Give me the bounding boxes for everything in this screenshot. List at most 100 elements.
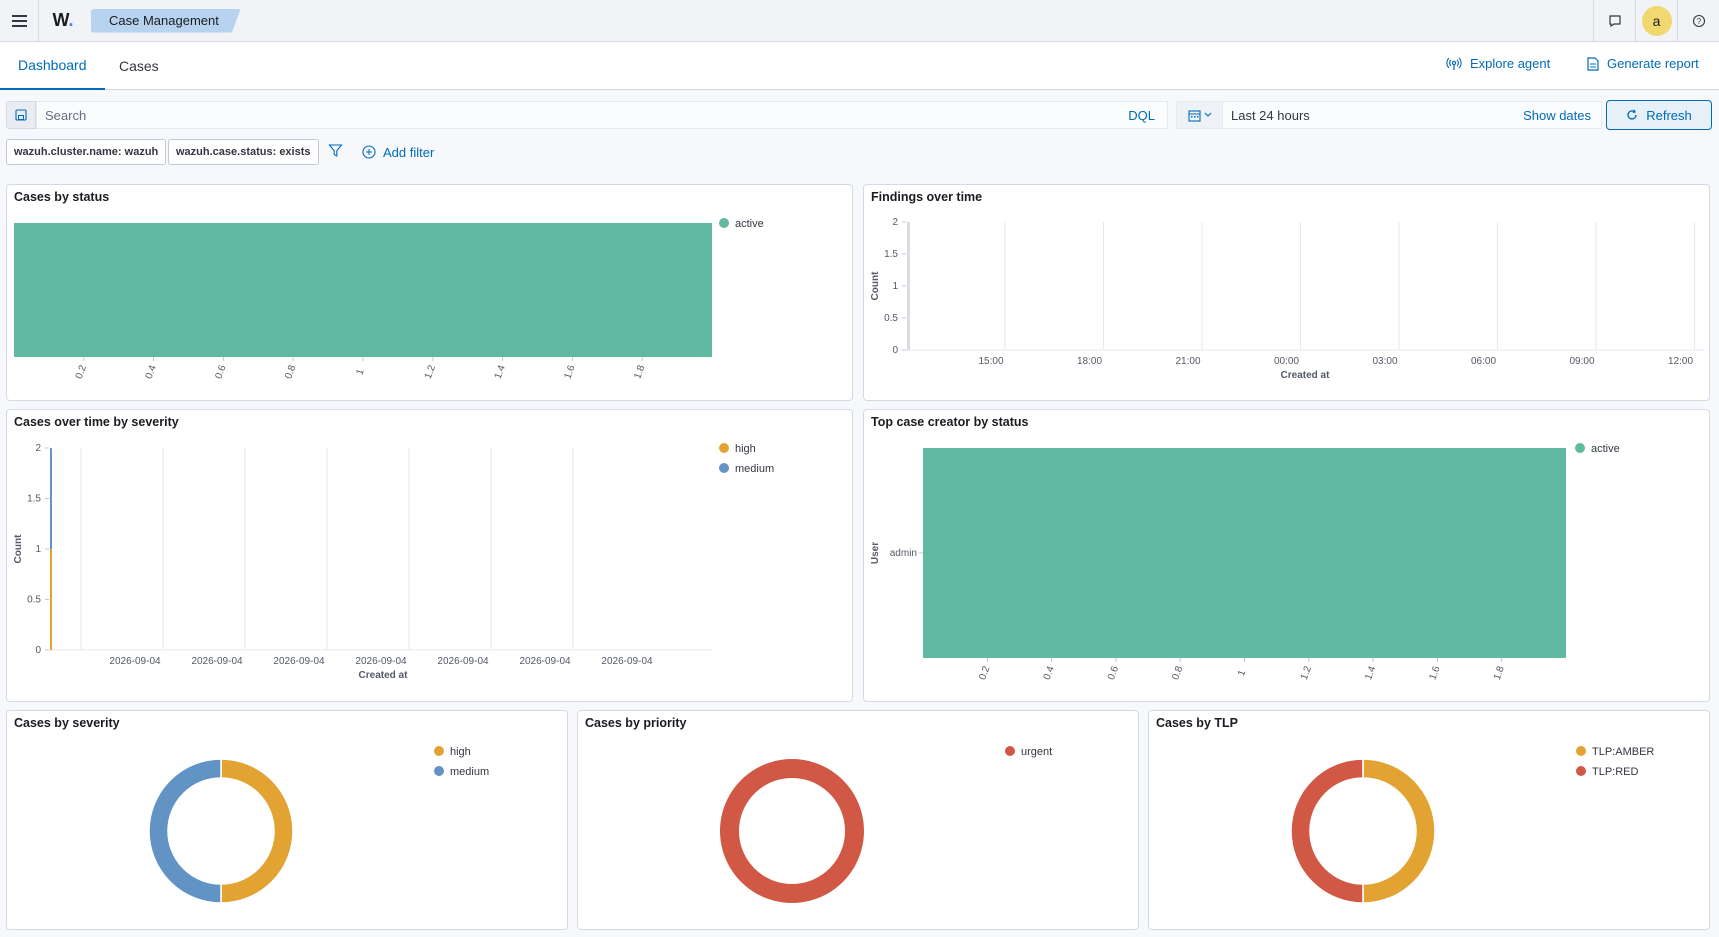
legend-swatch — [719, 443, 729, 453]
tick-label: 0.6 — [214, 363, 229, 380]
tick-label: 0.2 — [977, 664, 992, 681]
generate-report-button[interactable]: Generate report — [1587, 56, 1699, 71]
tick-label: 2026-09-04 — [109, 656, 161, 667]
user-menu[interactable]: a — [1635, 0, 1677, 42]
tick-label: 1.2 — [423, 363, 438, 380]
tick-label: 1.5 — [884, 249, 898, 260]
tick-label: 2 — [892, 217, 898, 228]
query-language-button[interactable]: DQL — [1128, 107, 1155, 123]
panel-title: Cases by priority — [585, 716, 687, 730]
tick-label: 0.4 — [1042, 664, 1057, 681]
tick-label: 2026-09-04 — [601, 656, 653, 667]
legend-label: active — [735, 218, 764, 230]
chat-icon[interactable] — [1593, 0, 1635, 42]
tick-label: 21:00 — [1175, 356, 1200, 367]
panel-cases-by-status: 0.2 0.4 0.6 0.8 1 1.2 1.4 1.6 1.8 active Cases by… — [6, 184, 853, 401]
legend-swatch — [1575, 443, 1585, 453]
bar — [907, 222, 910, 350]
panel-title: Cases over time by severity — [14, 415, 179, 429]
tick-label: 1.4 — [493, 363, 508, 380]
legend-swatch — [1576, 746, 1586, 756]
filter-pill[interactable]: wazuh.case.status: exists — [168, 139, 319, 165]
tick-label: 1.6 — [563, 363, 578, 380]
tick-label: 1 — [35, 544, 41, 555]
tick-label: 00:00 — [1274, 356, 1299, 367]
tab-cases[interactable]: Cases — [119, 58, 159, 74]
tick-label: 2026-09-04 — [273, 656, 325, 667]
avatar: a — [1641, 6, 1672, 36]
pie-slice — [220, 758, 294, 904]
add-filter-label: Add filter — [383, 144, 435, 160]
bar — [50, 448, 52, 549]
chevron-down-icon — [1204, 112, 1211, 117]
filter-pill[interactable]: wazuh.cluster.name: wazuh — [6, 139, 167, 165]
tick-label: 1 — [892, 281, 898, 292]
query-bar: Search DQL Last 24 hours Show dates Refr… — [0, 98, 1719, 132]
legend-swatch — [434, 766, 444, 776]
legend-swatch — [1576, 766, 1586, 776]
logo-text: W — [52, 10, 69, 30]
tick-label: 0.5 — [884, 313, 898, 324]
panel-title: Top case creator by status — [871, 415, 1029, 429]
panel-title: Cases by status — [14, 190, 110, 204]
add-filter-button[interactable]: Add filter — [362, 139, 434, 165]
help-icon[interactable]: ? — [1677, 0, 1719, 42]
tick-label: 2 — [35, 443, 41, 454]
save-query-icon[interactable] — [6, 101, 36, 129]
tick-label: 06:00 — [1471, 356, 1496, 367]
filter-icon[interactable] — [328, 143, 343, 163]
tick-label: 0.2 — [74, 363, 89, 380]
tick-label: 1.5 — [27, 494, 41, 505]
tick-label: 0.8 — [1170, 664, 1185, 681]
cases-by-status-chart: 0.2 0.4 0.6 0.8 1 1.2 1.4 1.6 1.8 active — [14, 218, 764, 381]
legend-label: medium — [735, 463, 774, 475]
refresh-button[interactable]: Refresh — [1606, 100, 1712, 130]
findings-over-time-chart: 0 0.5 1 1.5 2 15:00 18:00 21:00 00:00 03:00 06:00 0… — [870, 217, 1704, 381]
tick-label: 1 — [1236, 668, 1248, 677]
plus-circle-icon — [362, 145, 376, 159]
explore-agent-button[interactable]: Explore agent — [1446, 56, 1550, 71]
breadcrumb[interactable]: Case Management — [91, 8, 241, 33]
axis-title: User — [870, 542, 881, 564]
panel-title: Cases by severity — [14, 716, 120, 730]
legend-swatch — [1005, 746, 1015, 756]
menu-icon[interactable] — [0, 2, 38, 40]
tick-label: 0.6 — [1106, 664, 1121, 681]
tab-dashboard[interactable]: Dashboard — [0, 42, 105, 90]
tick-label: 1 — [355, 367, 367, 376]
pie-slice — [1290, 758, 1364, 904]
panel-title: Cases by TLP — [1156, 716, 1238, 730]
tick-label: 0 — [892, 345, 898, 356]
date-picker[interactable]: Last 24 hours Show dates — [1176, 101, 1602, 129]
axis-title: Created at — [359, 670, 409, 681]
legend-label: urgent — [1021, 746, 1052, 758]
panel-cases-by-priority: urgent Cases by priority — [577, 710, 1139, 930]
calendar-icon[interactable] — [1177, 102, 1223, 128]
axis-title: Count — [870, 271, 881, 301]
cases-by-priority-chart: urgent — [719, 746, 1052, 903]
legend-label: active — [1591, 443, 1620, 455]
explore-agent-label: Explore agent — [1470, 56, 1551, 71]
logo[interactable]: W. — [52, 10, 74, 30]
tick-label: 0.5 — [27, 595, 41, 606]
category-label: admin — [890, 548, 917, 559]
tick-label: 0.4 — [144, 363, 159, 380]
legend-label: medium — [450, 766, 489, 778]
panel-findings-over-time: 0 0.5 1 1.5 2 15:00 18:00 21:00 00:00 03:00 06:00 0… — [863, 184, 1710, 401]
panel-cases-over-time-by-severity: 0 0.5 1 1.5 2 2026-09-04 2026-09-04 2026-09-04 2… — [6, 409, 853, 702]
search-input[interactable]: Search DQL — [36, 101, 1168, 129]
show-dates-button[interactable]: Show dates — [1523, 107, 1591, 123]
tick-label: 0 — [35, 645, 41, 656]
legend-label: TLP:RED — [1592, 766, 1639, 778]
refresh-label: Refresh — [1646, 107, 1692, 123]
tick-label: 15:00 — [978, 356, 1003, 367]
panel-cases-by-tlp: TLP:AMBER TLP:RED Cases by TLP — [1148, 710, 1710, 930]
tick-label: 1.8 — [1492, 664, 1507, 681]
legend-label: TLP:AMBER — [1592, 746, 1654, 758]
tick-label: 2026-09-04 — [437, 656, 489, 667]
tick-label: 18:00 — [1077, 356, 1102, 367]
search-placeholder: Search — [45, 107, 87, 123]
legend-label: high — [450, 746, 471, 758]
filter-bar: wazuh.cluster.name: wazuh wazuh.case.sta… — [0, 139, 1719, 167]
refresh-icon — [1627, 109, 1637, 120]
